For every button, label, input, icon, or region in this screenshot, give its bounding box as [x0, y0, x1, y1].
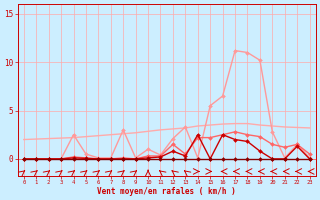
- X-axis label: Vent moyen/en rafales ( km/h ): Vent moyen/en rafales ( km/h ): [97, 187, 236, 196]
